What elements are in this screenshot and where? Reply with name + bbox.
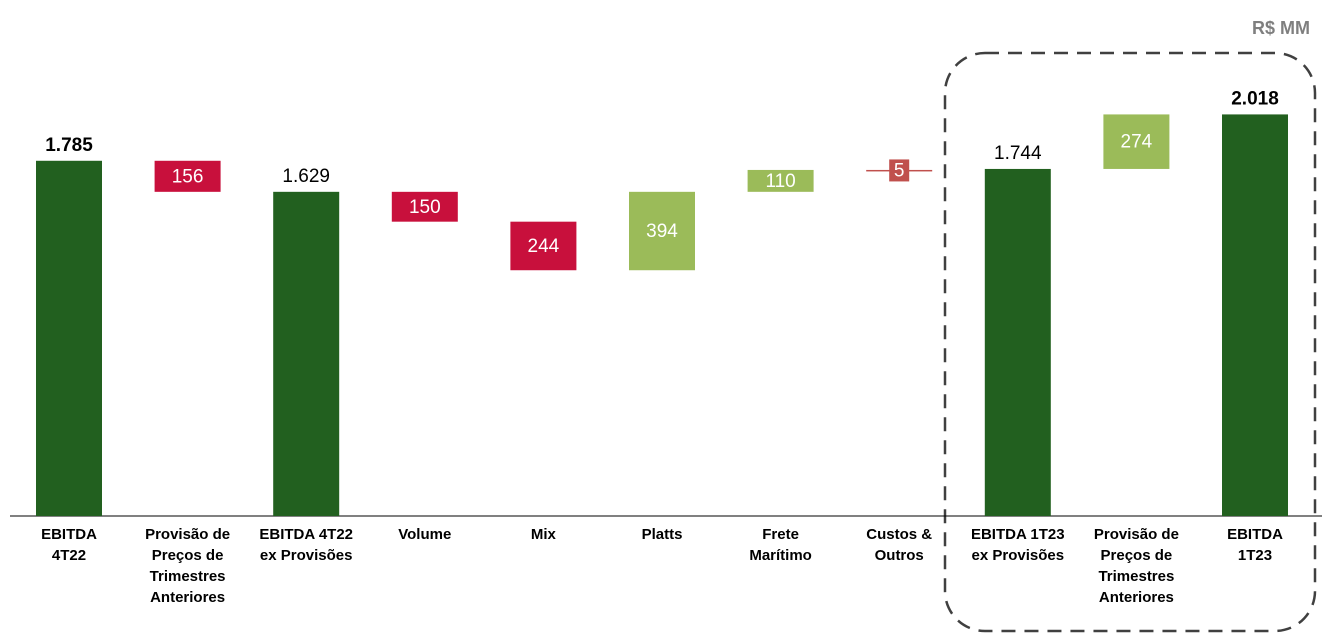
x-tick-label: Trimestres — [150, 568, 226, 585]
bar — [1103, 114, 1170, 169]
x-tick-label: Preços de — [1101, 547, 1173, 564]
x-tick-label: Frete — [762, 526, 799, 543]
bar — [273, 191, 340, 517]
x-tick-label: Anteriores — [150, 589, 225, 606]
value-label: 156 — [172, 166, 204, 187]
x-tick-label: Anteriores — [1099, 589, 1174, 606]
bar — [1222, 114, 1288, 516]
x-tick-label: EBITDA 1T23 — [971, 526, 1065, 543]
value-label: 1.629 — [282, 166, 330, 187]
x-tick-label: Preços de — [152, 547, 224, 564]
value-label: 394 — [646, 221, 678, 242]
bar — [154, 160, 221, 192]
value-label: 5 — [894, 160, 905, 181]
value-label: 274 — [1121, 132, 1153, 153]
x-tick-label: Trimestres — [1098, 568, 1174, 585]
x-tick-label: Marítimo — [749, 547, 812, 564]
value-label: 1.785 — [45, 135, 93, 156]
value-label: 1.744 — [994, 143, 1042, 164]
x-tick-label: Volume — [398, 526, 451, 543]
x-tick-label: 1T23 — [1238, 547, 1272, 564]
bar — [391, 191, 458, 222]
x-tick-label: Provisão de — [1094, 526, 1179, 543]
x-tick-label: ex Provisões — [260, 547, 353, 564]
x-tick-label: ex Provisões — [972, 547, 1065, 564]
x-tick-label: EBITDA 4T22 — [259, 526, 353, 543]
x-tick-label: 4T22 — [52, 547, 86, 564]
label-box — [889, 159, 910, 182]
bar — [510, 221, 577, 271]
x-tick-label: Platts — [642, 526, 683, 543]
bar — [747, 169, 814, 192]
value-label: 244 — [528, 236, 560, 257]
highlight-frame — [943, 51, 1317, 633]
value-label: 150 — [409, 197, 441, 218]
x-tick-label: Custos & — [866, 526, 932, 543]
bar — [629, 191, 695, 271]
x-tick-label: EBITDA — [1227, 526, 1283, 543]
unit-label: R$ MM — [1252, 18, 1310, 38]
value-label: 2.018 — [1231, 88, 1279, 109]
x-tick-label: Mix — [531, 526, 557, 543]
x-tick-label: Provisão de — [145, 526, 230, 543]
bar — [36, 160, 102, 516]
bar — [984, 168, 1051, 516]
x-tick-label: Outros — [875, 547, 924, 564]
x-tick-label: EBITDA — [41, 526, 97, 543]
value-label: 110 — [765, 171, 795, 192]
